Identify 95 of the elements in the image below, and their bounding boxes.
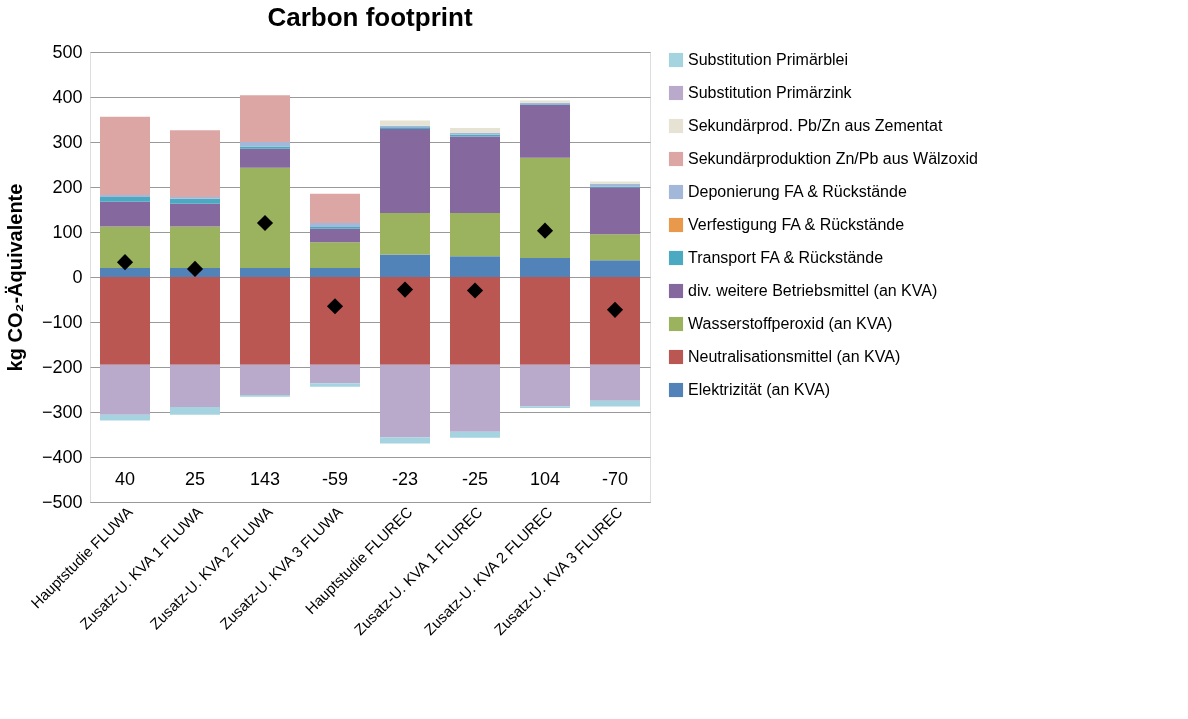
bar [590,260,640,277]
point [116,254,134,271]
bar [100,226,150,268]
bar [170,407,220,415]
bar [520,258,570,277]
y-axis-title: kg CO₂-Äquivalente [3,183,26,372]
annotation: 143 [249,469,281,489]
bar [590,400,640,407]
annotation: -70 [601,469,629,489]
bar [100,201,150,227]
annotation: 104 [529,469,561,489]
legend-label: Substitution Primärblei [688,51,849,68]
bar [310,242,360,268]
annotation: 25 [184,469,206,489]
point [186,260,204,277]
bar [380,277,430,365]
bar [170,198,220,204]
legend-label: Transport FA & Rückstände [688,249,884,266]
legend-label: Sekundärproduktion Zn/Pb aus Wälzoxid [688,150,978,167]
point [606,301,624,318]
bar [380,437,430,444]
y-tick-label: 100 [52,221,83,242]
bar [170,226,220,268]
bar [100,268,150,277]
bar [240,364,290,395]
bar [380,254,430,277]
bar [450,213,500,257]
bar [100,277,150,365]
bar [590,277,640,365]
bar [380,213,430,255]
y-tick-label: 0 [72,266,83,287]
bar [240,95,290,142]
bar [520,364,570,407]
bar [170,364,220,408]
bar [170,203,220,227]
bar [590,187,640,235]
y-tick-label: −300 [41,401,83,422]
bar [520,157,570,259]
legend-label: Sekundärprod. Pb/Zn aus Zementat [688,117,943,134]
annotation: 40 [114,469,136,489]
y-tick-label: −500 [41,491,83,512]
y-tick-label: 200 [52,176,83,197]
bar [380,128,430,214]
bar [450,136,500,214]
bar [450,128,500,133]
bar [380,120,430,126]
legend-label: Substitution Primärzink [688,84,853,101]
y-tick-label: 500 [52,41,83,62]
bar [310,364,360,384]
y-tick-label: −400 [41,446,83,467]
annotation: -59 [321,469,349,489]
bar [310,268,360,277]
bar [450,364,500,432]
annotation: -23 [391,469,419,489]
bar [240,148,290,168]
legend-label: Deponierung FA & Rückstände [688,183,907,200]
bar [310,277,360,365]
y-tick-label: −100 [41,311,83,332]
bar [100,414,150,421]
bar [170,130,220,197]
bar [450,277,500,365]
bar [240,277,290,365]
bar [520,277,570,365]
bar [310,228,360,243]
bar [450,256,500,277]
bar [520,105,570,158]
bar [100,116,150,196]
bar [170,277,220,365]
y-tick-label: 400 [52,86,83,107]
point [536,222,554,239]
bar [240,268,290,277]
y-tick-label: −200 [41,356,83,377]
legend-label: Elektrizität (an KVA) [688,381,830,398]
legend-label: div. weitere Betriebsmittel (an KVA) [688,282,938,299]
bar [240,167,290,268]
bar [240,142,290,147]
bar [380,364,430,438]
point [396,281,414,298]
bar [450,431,500,438]
chart-title: Carbon footprint [267,2,473,32]
legend-label: Wasserstoffperoxid (an KVA) [688,315,893,332]
point [466,282,484,299]
bar [590,364,640,401]
legend-label: Verfestigung FA & Rückstände [688,216,905,233]
bar [590,234,640,261]
bar [100,196,150,202]
point [256,214,274,232]
bar [310,223,360,228]
bar [100,364,150,415]
legend-label: Neutralisationsmittel (an KVA) [688,348,901,365]
y-tick-label: 300 [52,131,83,152]
point [326,298,344,315]
bar [310,193,360,223]
annotation: -25 [461,469,489,489]
bar [310,383,360,387]
